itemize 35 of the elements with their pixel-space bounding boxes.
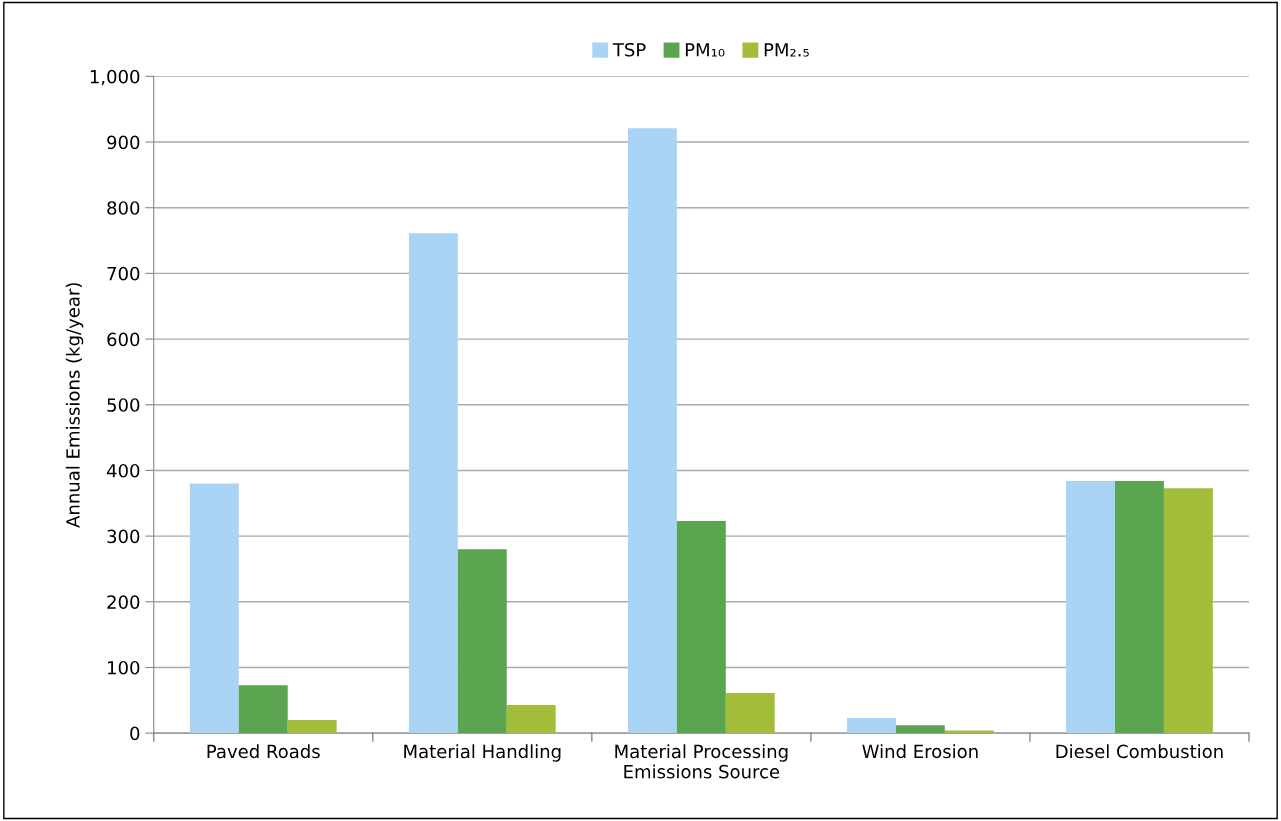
bar [627,128,677,734]
y-tick-label: 1,000 [90,69,140,86]
bar [408,233,458,734]
bar [506,704,556,734]
y-tick-label: 300 [107,529,140,544]
legend-label: TSP [612,42,646,57]
legend-label: PM₁₀ [685,43,725,57]
bar [895,725,945,734]
y-tick-label: 700 [107,266,140,281]
bar [189,483,239,734]
bar [847,718,896,734]
bar [1066,480,1115,734]
x-tick-label: Material Handling [404,744,561,762]
x-tick-label: Diesel Combustion [1056,744,1223,759]
bar [1114,480,1164,734]
y-tick-label: 600 [107,332,140,347]
legend-label: PM₂.₅ [764,43,809,57]
x-axis-title: Emissions Source [624,764,780,779]
bar [238,685,288,734]
y-tick-label: 500 [107,398,140,412]
y-tick-label: 100 [108,660,140,675]
bar [1163,488,1213,734]
y-tick-label: 800 [107,201,140,215]
x-tick-label: Paved Roads [207,744,320,759]
y-tick-label: 400 [106,463,140,478]
x-tick-label: Material Processing [615,744,788,762]
bar [676,521,726,734]
y-tick-label: 200 [107,595,140,609]
y-tick-label: 900 [107,135,140,150]
bar [287,720,337,734]
y-axis-title: Annual Emissions (kg/year) [65,283,84,528]
bar [457,549,507,734]
y-tick-label: 0 [130,726,140,741]
bar [725,693,775,734]
x-tick-label: Wind Erosion [862,744,978,759]
